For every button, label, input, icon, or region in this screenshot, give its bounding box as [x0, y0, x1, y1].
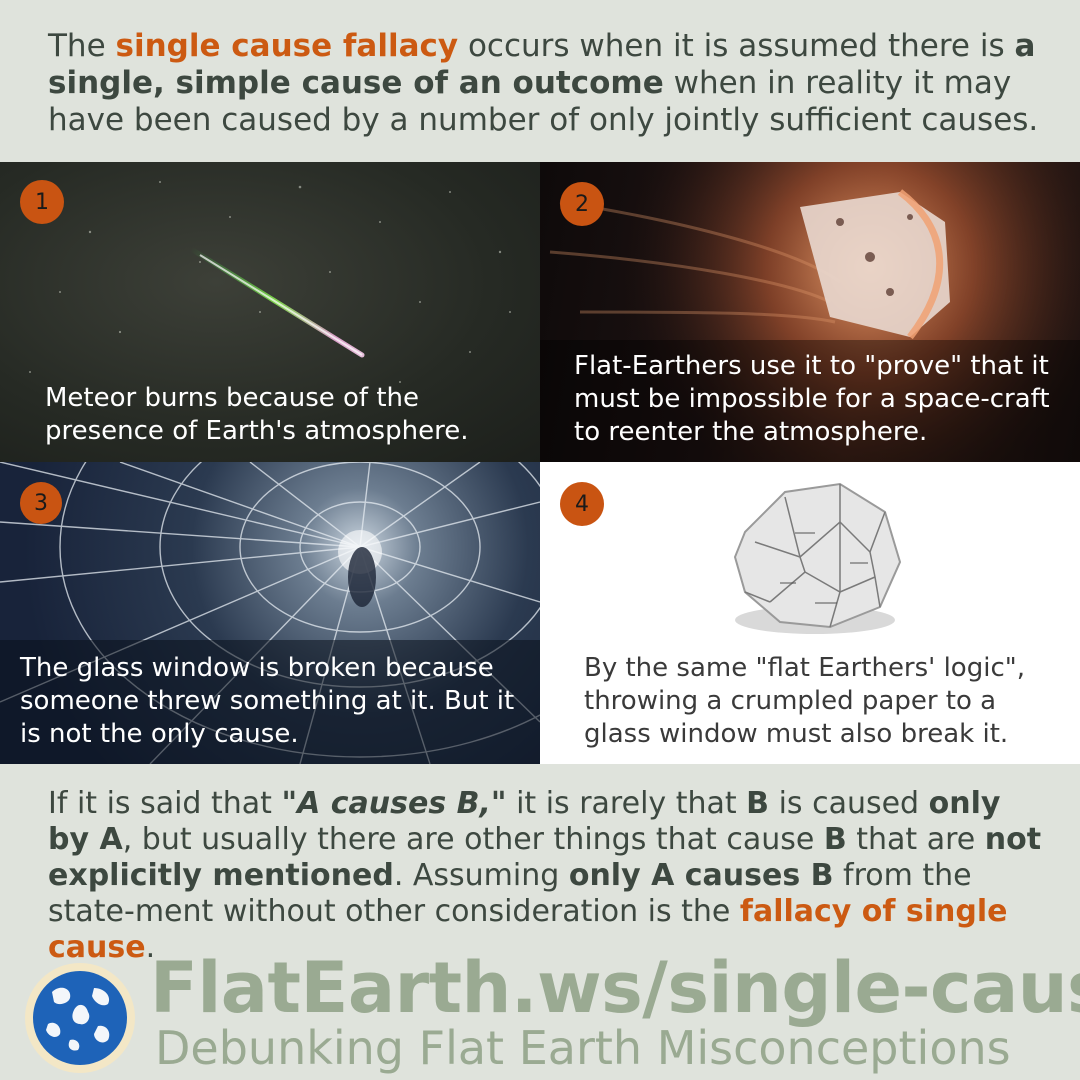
panel-caption: The glass window is broken because someo… [20, 653, 515, 749]
site-url: FlatEarth.ws/single-cause [150, 947, 1080, 1029]
summary-bold-only-by-a: only by A [48, 786, 1001, 857]
panel-broken-glass: 3 The glass window is broken because som… [0, 462, 540, 764]
summary-bold-b: B [746, 786, 770, 821]
caption-band [540, 340, 1080, 462]
panel-number-badge: 3 [20, 482, 62, 524]
summary-highlight-fallacy: fallacy of single cause [48, 894, 1008, 965]
summary-text-6: . Assuming [393, 858, 569, 893]
flat-earth-map-icon [25, 963, 135, 1073]
panel-crumpled-paper: 4 By the same "flat Earthers' logic", th… [540, 462, 1080, 764]
summary-text-1: If it is said that [48, 786, 282, 821]
panel-caption: By the same "flat Earthers' logic", thro… [584, 653, 1025, 749]
intro-text-3: when in reality it may have been caused … [48, 65, 1039, 138]
panel-number-badge: 2 [560, 182, 604, 226]
caption-band [0, 640, 540, 764]
summary-bold-not-mentioned: not explicitly mentioned [48, 822, 1042, 893]
summary-quote: "A causes B," [281, 786, 507, 821]
intro-highlight-term: single cause fallacy [115, 28, 459, 64]
panel-number-badge: 4 [560, 482, 604, 526]
summary-text-2: it is rarely that [506, 786, 747, 821]
panel-number-badge: 1 [20, 180, 64, 224]
summary-bold-only-a: only A causes B [568, 858, 834, 893]
summary-paragraph: If it is said that "A causes B," it is r… [48, 786, 1048, 966]
summary-text-3: is caused [769, 786, 929, 821]
site-tagline: Debunking Flat Earth Misconceptions [155, 1021, 1011, 1075]
summary-text-4: , but usually there are other things tha… [122, 822, 824, 857]
summary-text-5: that are [846, 822, 985, 857]
intro-text-2: occurs when it is assumed there is [458, 28, 1015, 64]
summary-bold-b-2: B [823, 822, 847, 857]
panel-meteor: 1 Meteor burns because of the presence o… [0, 162, 540, 462]
spacecraft-image [540, 162, 1080, 462]
summary-text-8: . [145, 930, 156, 965]
panel-spacecraft: 2 Flat-Earthers use it to "prove" that i… [540, 162, 1080, 462]
panel-caption: Flat-Earthers use it to "prove" that it … [574, 351, 1050, 447]
summary-text-7: from the state-ment without other consid… [48, 858, 972, 929]
panel-caption: Meteor burns because of the presence of … [45, 383, 469, 446]
intro-text-1: The [48, 28, 116, 64]
intro-paragraph: The single cause fallacy occurs when it … [48, 28, 1058, 139]
crumpled-paper-image [733, 482, 902, 634]
intro-bold-phrase: a single, simple cause of an outcome [48, 28, 1036, 101]
